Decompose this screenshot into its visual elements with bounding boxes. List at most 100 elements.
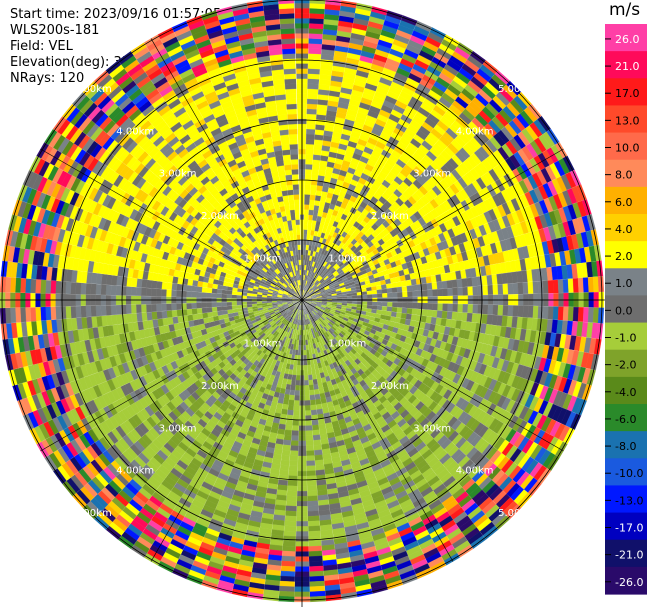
velocity-gate [286, 495, 298, 502]
velocity-gate [305, 430, 313, 437]
velocity-gate [306, 133, 316, 140]
velocity-gate [487, 304, 494, 316]
velocity-gate [285, 500, 297, 507]
velocity-gate [306, 475, 317, 482]
velocity-gate [304, 405, 311, 411]
velocity-gate [283, 434, 292, 441]
velocity-gate [287, 480, 298, 487]
velocity-gate [288, 394, 295, 401]
velocity-gate [309, 13, 325, 20]
velocity-gate [281, 550, 296, 557]
velocity-gate [537, 280, 544, 294]
field-label: Field: VEL [10, 39, 73, 54]
velocity-gate [304, 385, 310, 391]
velocity-gate [391, 306, 398, 313]
velocity-gate [407, 291, 413, 298]
velocity-gate [311, 424, 320, 431]
velocity-gate [441, 310, 448, 320]
velocity-gate [307, 63, 321, 70]
velocity-gate [289, 450, 299, 457]
velocity-gate [446, 280, 453, 289]
velocity-gate [308, 384, 314, 391]
velocity-gate [572, 306, 579, 322]
velocity-gate [289, 445, 299, 452]
velocity-gate [306, 98, 318, 105]
velocity-gate [307, 525, 321, 532]
velocity-gate [306, 123, 316, 130]
velocity-gate [396, 286, 403, 293]
velocity-gate [367, 294, 373, 299]
velocity-gate [382, 293, 388, 299]
velocity-gate [313, 444, 322, 451]
velocity-gate [542, 280, 549, 294]
velocity-gate [303, 370, 309, 376]
velocity-gate [422, 289, 428, 297]
velocity-gate [308, 58, 322, 65]
velocity-gate [372, 293, 378, 299]
velocity-gate [462, 286, 469, 296]
velocity-gate [304, 199, 311, 205]
velocity-gate [293, 395, 300, 401]
velocity-gate [307, 520, 320, 527]
velocity-gate [312, 429, 320, 436]
velocity-gate [432, 303, 439, 311]
velocity-gate [305, 440, 314, 447]
velocity-gate [285, 419, 293, 426]
velocity-gate [284, 510, 297, 517]
velocity-gate [372, 301, 378, 307]
velocity-gate [312, 439, 322, 446]
start-time-label: Start time: 2023/09/16 01:57:05 [10, 7, 222, 22]
velocity-gate [309, 585, 326, 592]
velocity-gate [312, 154, 322, 161]
velocity-gate [422, 303, 428, 311]
velocity-gate [307, 78, 320, 85]
ppi-plot: 1.00km1.00km1.00km1.00km2.00km2.00km2.00… [0, 0, 605, 607]
velocity-gate [386, 288, 393, 294]
velocity-gate [284, 520, 297, 527]
velocity-gate [304, 194, 311, 200]
velocity-gate [313, 449, 323, 456]
velocity-gate [304, 184, 312, 190]
velocity-gate [396, 307, 403, 314]
velocity-gate [305, 163, 313, 170]
velocity-gate [401, 307, 408, 314]
velocity-gate [487, 284, 494, 296]
velocity-gate [307, 515, 320, 522]
velocity-gate [377, 293, 383, 299]
velocity-gate [306, 465, 316, 472]
velocity-gate [406, 308, 413, 315]
velocity-gate [305, 174, 313, 180]
velocity-gate [280, 560, 296, 567]
velocity-gate [303, 219, 309, 225]
velocity-gate [304, 204, 310, 210]
velocity-gate [290, 440, 299, 447]
velocity-gate [303, 214, 309, 220]
velocity-gate [527, 305, 534, 319]
velocity-gate [304, 410, 312, 416]
velocity-gate [309, 394, 316, 401]
velocity-gate [397, 291, 403, 298]
velocity-gate [306, 108, 318, 115]
velocity-gate [512, 305, 519, 318]
velocity-gate [341, 296, 348, 300]
velocity-gate [308, 560, 324, 567]
velocity-gate [307, 93, 319, 100]
velocity-gate [313, 149, 322, 156]
velocity-gate [310, 409, 318, 416]
velocity-gate [512, 282, 519, 295]
velocity-gate [467, 286, 474, 296]
velocity-gate [401, 286, 408, 293]
velocity-gate [307, 73, 320, 80]
velocity-gate [308, 379, 314, 386]
velocity-gate [308, 43, 323, 50]
ppi-gates [0, 0, 605, 603]
velocity-gate [309, 580, 325, 587]
velocity-gate [431, 282, 438, 290]
velocity-gate [385, 283, 392, 289]
velocity-gate [391, 287, 398, 294]
velocity-gate [286, 485, 298, 492]
velocity-gate [427, 289, 433, 297]
velocity-gate [305, 445, 315, 452]
velocity-gate [281, 449, 291, 456]
velocity-gate [283, 530, 297, 537]
